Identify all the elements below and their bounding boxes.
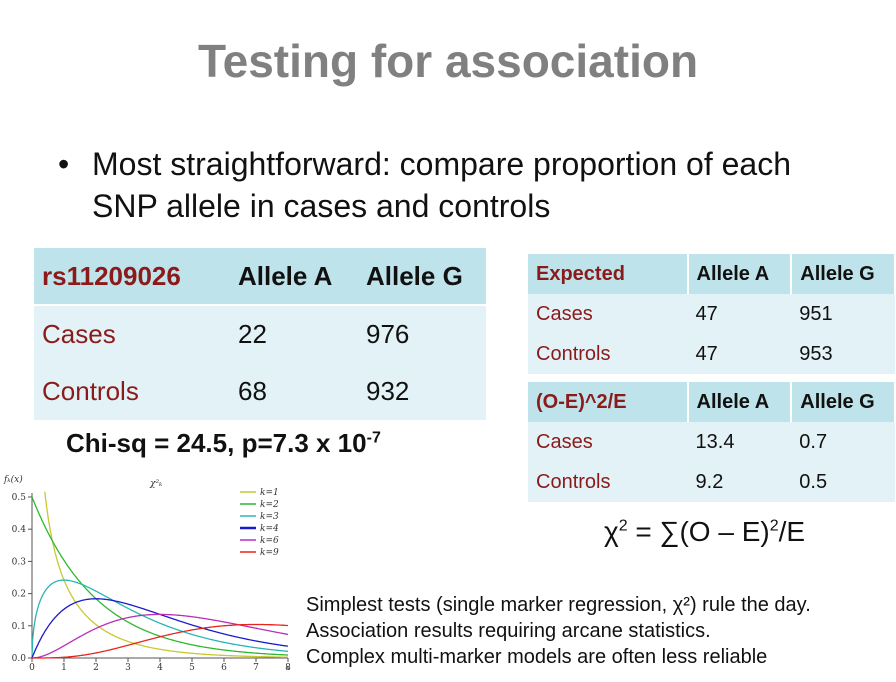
row-label: Controls <box>528 334 688 374</box>
expected-header-row: Expected Allele A Allele G <box>528 254 896 294</box>
legend-entry: k=4 <box>260 524 279 534</box>
y-tick-label: 0.3 <box>12 557 27 567</box>
series-line-k9 <box>32 623 289 659</box>
legend-entry: k=2 <box>260 500 279 510</box>
cell-value: 13.4 <box>687 422 792 462</box>
row-label: Cases <box>528 422 688 462</box>
series-line-k1 <box>44 491 288 658</box>
x-tick-label: 2 <box>93 663 99 673</box>
x-tick-label: 1 <box>61 663 67 673</box>
allele-g-header: Allele G <box>791 382 896 422</box>
series-line-k3 <box>31 579 288 659</box>
allele-a-header: Allele A <box>687 382 793 422</box>
cell-value: 0.5 <box>791 462 895 502</box>
expected-header: Expected <box>528 254 689 294</box>
allele-g-header: Allele G <box>358 248 486 306</box>
slide-title: Testing for association <box>197 35 699 87</box>
chi-square-formula: χ2 = ∑(O – E)2/E <box>604 516 805 548</box>
bullet-dot: • <box>58 146 70 182</box>
p-exponent: -7 <box>366 429 381 447</box>
allele-g-header: Allele G <box>791 254 896 294</box>
y-tick-label: 0.0 <box>12 654 27 664</box>
row-label: Controls <box>528 462 688 502</box>
expected-contrib-table: Expected Allele A Allele G Cases 47 951 … <box>528 254 896 502</box>
chart-title: χ²ₖ <box>149 479 163 489</box>
y-tick-label: 0.4 <box>12 525 27 535</box>
series-line-k2 <box>31 496 289 656</box>
series-line-k6 <box>32 613 289 659</box>
table-row: Cases 47 951 <box>528 294 895 334</box>
allele-a-header: Allele A <box>687 254 793 294</box>
chi-square-text: Chi-sq = 24.5, p=7.3 x 10 <box>66 428 367 458</box>
x-tick-label: 4 <box>157 663 163 673</box>
contrib-header-row: (O-E)^2/E Allele A Allele G <box>528 382 896 422</box>
cell-value: 951 <box>791 294 895 334</box>
observed-counts-table: rs11209026 Allele A Allele G Cases 22 97… <box>34 248 486 420</box>
note-line: Association results requiring arcane sta… <box>306 620 711 642</box>
allele-a-header: Allele A <box>230 248 358 306</box>
formula-middle: = ∑(O – E) <box>627 516 770 547</box>
cell-value: 976 <box>358 305 486 363</box>
y-tick-label: 0.2 <box>12 590 26 600</box>
x-tick-label: 7 <box>253 663 259 673</box>
formula-sup-2: 2 <box>769 517 779 535</box>
note-line: Complex multi-marker models are often le… <box>306 646 768 668</box>
table-row: Controls 68 932 <box>34 363 486 420</box>
bullet-text: Most straightforward: compare proportion… <box>92 146 791 224</box>
cell-value: 47 <box>687 334 792 374</box>
cell-value: 953 <box>791 334 895 374</box>
legend-entry: k=3 <box>260 512 279 522</box>
chi-square-density-plot: 0 1 2 3 4 5 6 7 8 0.0 0.1 0.2 0.3 0.4 0.5 fₖ(x) χ²ₖ x k=1 k… <box>3 474 291 673</box>
chi-square-result: Chi-sq = 24.5, p=7.3 x 10-7 <box>66 428 381 459</box>
table-row: Controls 47 953 <box>528 334 895 374</box>
row-label: Cases <box>34 305 230 363</box>
y-tick-label: 0.1 <box>12 622 26 632</box>
legend-entry: k=6 <box>260 536 279 546</box>
table-row: Cases 22 976 <box>34 305 486 363</box>
x-axis-label: x <box>286 664 290 672</box>
cell-value: 0.7 <box>791 422 895 462</box>
y-axis-label: fₖ(x) <box>3 474 23 485</box>
table-row: Controls 9.2 0.5 <box>528 462 895 502</box>
row-label: Cases <box>528 294 688 334</box>
table-header-row: rs11209026 Allele A Allele G <box>34 248 486 306</box>
snp-id-header: rs11209026 <box>34 248 230 306</box>
x-tick-label: 8 <box>285 663 291 673</box>
chi-symbol: χ <box>604 516 619 547</box>
legend-entry: k=9 <box>260 548 279 558</box>
cell-value: 68 <box>230 363 358 420</box>
cell-value: 932 <box>358 363 486 420</box>
x-tick-label: 0 <box>29 663 35 673</box>
row-label: Controls <box>34 363 230 420</box>
notes-block: Simplest tests (single marker regression… <box>306 592 811 670</box>
cell-value: 9.2 <box>687 462 792 502</box>
cell-value: 47 <box>687 294 792 334</box>
x-tick-label: 6 <box>221 663 227 673</box>
formula-tail: /E <box>778 516 806 547</box>
table-row: Cases 13.4 0.7 <box>528 422 895 462</box>
cell-value: 22 <box>230 305 358 363</box>
x-tick-label: 3 <box>125 663 131 673</box>
legend-entry: k=1 <box>260 488 279 498</box>
y-tick-label: 0.5 <box>12 493 27 503</box>
contrib-header: (O-E)^2/E <box>528 382 689 422</box>
note-line: Simplest tests (single marker regression… <box>306 594 811 616</box>
formula-sup-1: 2 <box>618 517 628 535</box>
x-tick-label: 5 <box>189 663 195 673</box>
table-spacer <box>528 374 895 382</box>
